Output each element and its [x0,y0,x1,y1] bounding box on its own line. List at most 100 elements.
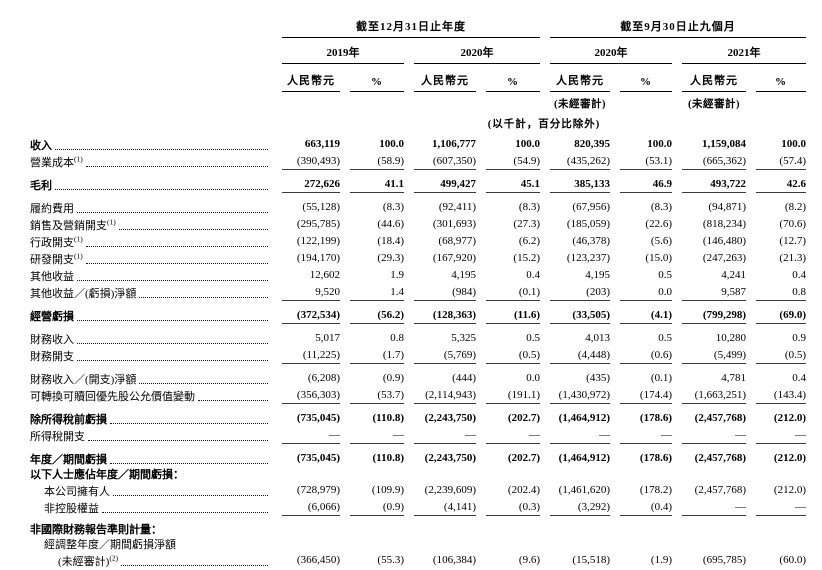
row-label: 財務收入／(開支)淨額 [30,365,272,388]
table-row: 非國際財務報告準則計量： [30,517,806,538]
cell-value: (6,066) [272,500,340,517]
row-label-text: 行政開支(1) [30,234,83,249]
percent-label: % [620,76,672,92]
cell-value: 100.0 [781,138,806,150]
currency-column-header: 人民幣元 [272,64,340,92]
cell-value: (58.9) [340,154,404,171]
cell-value: (11,225) [272,348,340,365]
cell-value: (2,243,750) [424,412,476,424]
row-label-text: 所得稅開支 [30,431,85,443]
dot-leader [139,383,268,384]
cell-value: (390,493) [272,154,340,171]
cell-value: (799,298) [672,302,746,325]
cell-value: (194,170) [296,252,340,264]
cell-value: (22.6) [645,218,672,230]
row-label: 銷售及營銷開支(1) [30,217,272,234]
row-label: 行政開支(1) [30,234,272,251]
row-label: 研發開支(1) [30,251,272,268]
dot-leader [77,360,268,361]
cell-value: (212.0) [773,452,806,464]
table-row: 經調整年度／期間虧損淨額 [30,538,806,553]
cell-value [672,517,746,538]
row-label-text: 非控股權益 [44,503,99,515]
cell-value: (212.0) [773,484,806,496]
cell-value: (0.5) [476,348,540,365]
cell-value: 1,159,084 [702,138,746,150]
cell-value: (202.4) [507,484,540,496]
row-label-text: 非國際財務報告準則計量： [30,524,162,536]
footnote-marker: (2) [109,553,119,563]
percent-label: % [486,76,540,92]
cell-value: (695,785) [702,554,746,566]
percent-label: % [350,76,404,92]
row-label: 經營虧損 [30,302,272,325]
cell-value: (44.6) [377,218,404,230]
header-spacer [476,92,540,111]
currency-column-header: 人民幣元 [404,64,476,92]
cell-value: (372,534) [272,302,340,325]
cell-value: (8.3) [382,201,404,213]
cell-value: (56.2) [340,302,404,325]
cell-value: (12.7) [779,235,806,247]
row-label-text: 本公司擁有人 [44,486,110,498]
cell-value: (167,920) [432,252,476,264]
cell-value: — [746,500,806,517]
unaudited-note: (未經審計) [554,99,606,110]
cell-value: (247,263) [702,252,746,264]
cell-value: (366,450) [296,554,340,566]
cell-value: 100.0 [379,138,404,150]
cell-value: 0.4 [792,269,806,281]
cell-value: (0.3) [476,500,540,517]
dot-leader [139,297,268,298]
row-label-text: 以下人士應佔年度／期間虧損： [30,469,184,481]
cell-value: (178.6) [639,412,672,424]
cell-value [404,538,476,553]
table-row: 收入 663,119 100.0 1,106,777 100.0 820,395 100.0… [30,137,806,154]
cell-value [540,538,610,553]
cell-value: 1.4 [340,285,404,302]
cell-value: (128,363) [404,302,476,325]
cell-value: — [672,500,746,517]
cell-value: 4,195 [451,269,476,281]
table-row: 研發開支(1) (194,170) (29.3) (167,920) (15.2) (12… [30,251,806,268]
cell-value [610,468,672,483]
row-label: 年度／期間虧損 [30,445,272,468]
header-spacer [30,38,272,64]
year-2019-header: 2019年 [272,38,404,64]
cell-value [404,468,476,483]
cell-value [672,538,746,553]
row-label: 履約費用 [30,194,272,217]
header-spacer [610,92,672,111]
year-label: 2020年 [550,44,672,64]
cell-value: 45.1 [476,171,540,194]
table-row: 年度／期間虧損 (735,045) (110.8) (2,243,750) (202.7… [30,445,806,468]
row-label-text: 年度／期間虧損 [30,454,107,466]
cell-value: (8.3) [650,201,672,213]
cell-value: (2,243,750) [424,452,476,464]
cell-value: (110.8) [372,412,404,424]
dot-leader [198,400,268,401]
cell-value [476,517,540,538]
table-row: 非控股權益 (6,066) (0.9) (4,141) (0.3) (3,292) (0.4… [30,500,806,517]
row-label-text: 財務開支 [30,351,74,363]
cell-value: (1,464,912) [558,452,610,464]
dot-leader [118,229,268,230]
table-row: 行政開支(1) (122,199) (18.4) (68,977) (6.2) (46,3… [30,234,806,251]
dot-leader [85,166,268,167]
dot-leader [77,280,268,281]
table-row: 銷售及營銷開支(1) (295,785) (44.6) (301,693) (27.3)… [30,217,806,234]
cell-value: 499,427 [404,171,476,194]
dot-leader [113,495,268,496]
cell-value: 12,602 [309,269,340,281]
row-label-text: 可轉換可贖回優先股公允價值變動 [30,391,195,403]
cell-value: (735,045) [296,412,340,424]
cell-value: (301,693) [432,218,476,230]
cell-value: (5,769) [404,348,476,365]
cell-value: — [476,428,540,445]
cell-value [746,538,806,553]
header-spacer [30,64,272,92]
cell-value [340,468,404,483]
footnote-marker: (1) [74,234,83,244]
cell-value: (1,663,251) [672,388,746,405]
cell-value: (444) [452,372,476,384]
